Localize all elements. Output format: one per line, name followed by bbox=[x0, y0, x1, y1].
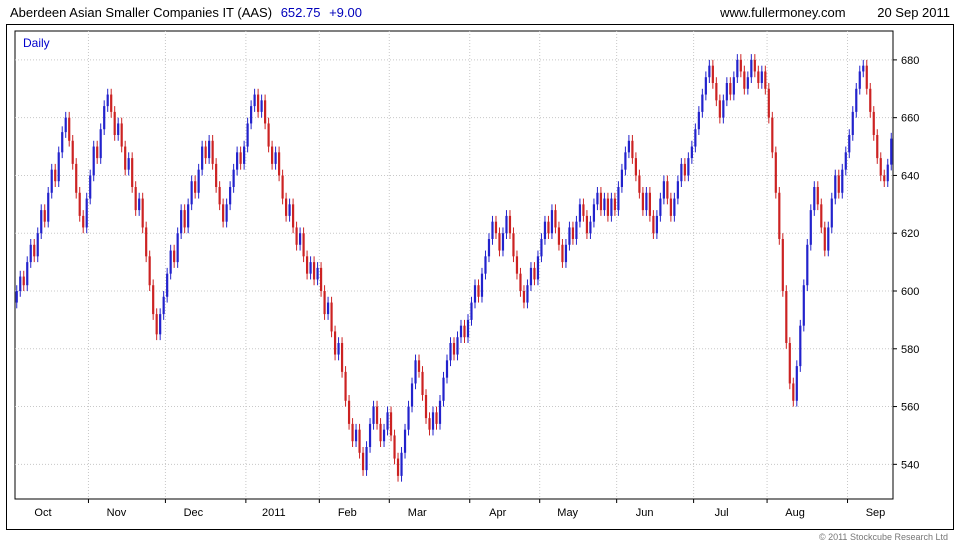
svg-text:660: 660 bbox=[901, 113, 919, 125]
svg-text:Dec: Dec bbox=[184, 507, 204, 519]
svg-text:540: 540 bbox=[901, 459, 919, 471]
svg-text:Jun: Jun bbox=[636, 507, 654, 519]
price-change: +9.00 bbox=[329, 4, 362, 20]
title-bar: Aberdeen Asian Smaller Companies IT (AAS… bbox=[0, 0, 960, 24]
svg-text:Mar: Mar bbox=[408, 507, 427, 519]
svg-text:640: 640 bbox=[901, 170, 919, 182]
svg-text:May: May bbox=[557, 507, 578, 519]
svg-text:Sep: Sep bbox=[866, 507, 886, 519]
svg-text:680: 680 bbox=[901, 55, 919, 67]
instrument-title: Aberdeen Asian Smaller Companies IT (AAS… bbox=[10, 4, 273, 20]
svg-text:580: 580 bbox=[901, 344, 919, 356]
svg-text:Aug: Aug bbox=[785, 507, 805, 519]
svg-text:Oct: Oct bbox=[34, 507, 51, 519]
source-header: www.fullermoney.com 20 Sep 2011 bbox=[692, 5, 950, 20]
svg-text:620: 620 bbox=[901, 228, 919, 240]
last-price: 652.75 bbox=[280, 4, 321, 20]
svg-text:2011: 2011 bbox=[262, 507, 286, 519]
chart-container: 540 560 580 600 620 640 660 680 Oct Nov Dec 2011 Feb… bbox=[6, 24, 954, 530]
svg-text:Feb: Feb bbox=[338, 507, 357, 519]
timeframe-label: Daily bbox=[23, 36, 50, 50]
source-site: www.fullermoney.com bbox=[720, 4, 846, 20]
svg-text:560: 560 bbox=[901, 402, 919, 414]
copyright-notice: © 2011 Stockcube Research Ltd bbox=[818, 532, 948, 542]
price-chart: 540 560 580 600 620 640 660 680 Oct Nov Dec 2011 Feb… bbox=[14, 30, 919, 519]
instrument-header: Aberdeen Asian Smaller Companies IT (AAS… bbox=[10, 5, 367, 20]
svg-text:Nov: Nov bbox=[107, 507, 127, 519]
svg-text:600: 600 bbox=[901, 286, 919, 298]
chart-date: 20 Sep 2011 bbox=[877, 4, 950, 20]
svg-text:Apr: Apr bbox=[489, 507, 506, 519]
svg-text:Jul: Jul bbox=[715, 507, 729, 519]
